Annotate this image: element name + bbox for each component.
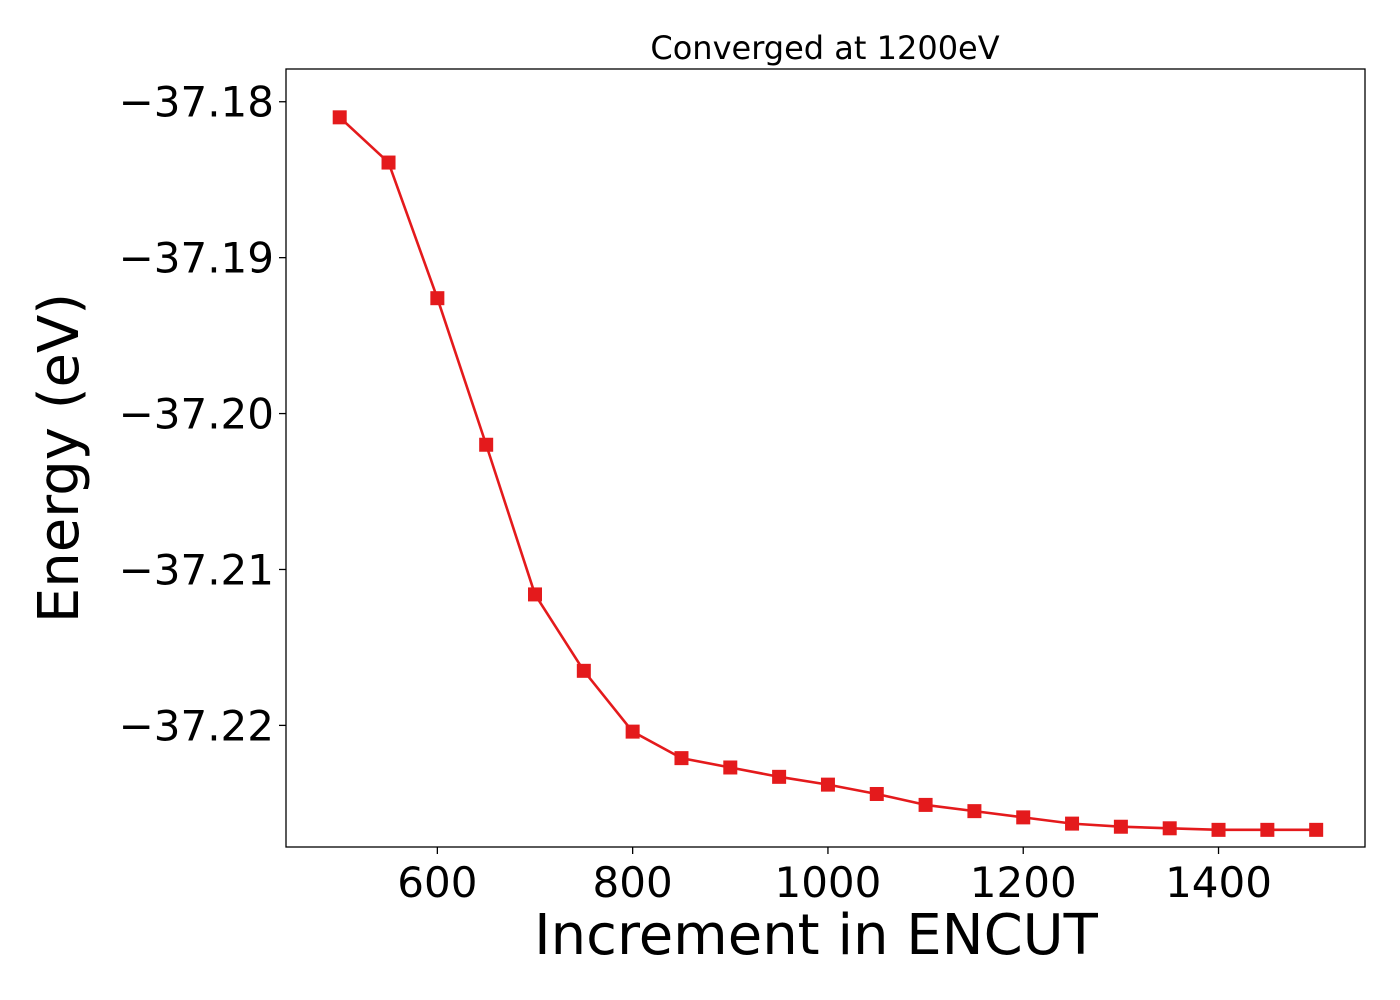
chart-title: Converged at 1200eV — [650, 29, 999, 67]
y-axis: −37.18 −37.19 −37.20 −37.21 −37.22 — [119, 78, 286, 750]
y-tick-label: −37.22 — [119, 701, 274, 750]
data-point — [1065, 816, 1080, 831]
data-point — [674, 751, 689, 766]
y-tick-label: −37.19 — [119, 234, 274, 283]
data-point — [1016, 810, 1031, 825]
series-line — [338, 116, 1317, 832]
data-point — [430, 291, 445, 306]
x-tick-label: 1200 — [970, 858, 1077, 907]
y-tick-label: −37.18 — [119, 78, 274, 127]
y-tick-label: −37.21 — [119, 545, 274, 594]
data-point — [479, 437, 494, 452]
x-tick-label: 800 — [593, 858, 673, 907]
data-point — [528, 587, 542, 602]
data-point — [625, 724, 640, 739]
data-point — [1309, 822, 1324, 837]
data-point — [332, 110, 347, 125]
data-point — [967, 804, 982, 819]
data-point — [1113, 819, 1128, 834]
data-point — [381, 155, 396, 170]
x-axis: 600 800 1000 1200 1400 — [397, 847, 1272, 907]
y-tick-label: −37.20 — [119, 390, 274, 439]
x-tick-label: 1000 — [774, 858, 881, 907]
data-point — [723, 760, 738, 775]
x-tick-label: 1400 — [1165, 858, 1272, 907]
data-point — [772, 769, 787, 784]
x-axis-label: Increment in ENCUT — [534, 903, 1099, 968]
data-point — [820, 777, 835, 792]
plot-frame — [285, 68, 1366, 848]
data-point — [869, 786, 884, 801]
data-point — [1260, 822, 1275, 837]
data-point — [918, 797, 933, 812]
x-tick-label: 600 — [397, 858, 477, 907]
data-point — [576, 663, 591, 678]
series-layer — [332, 110, 1324, 837]
y-axis-label: Energy (eV) — [27, 293, 92, 623]
data-point — [1211, 822, 1226, 837]
data-point — [1162, 821, 1177, 836]
